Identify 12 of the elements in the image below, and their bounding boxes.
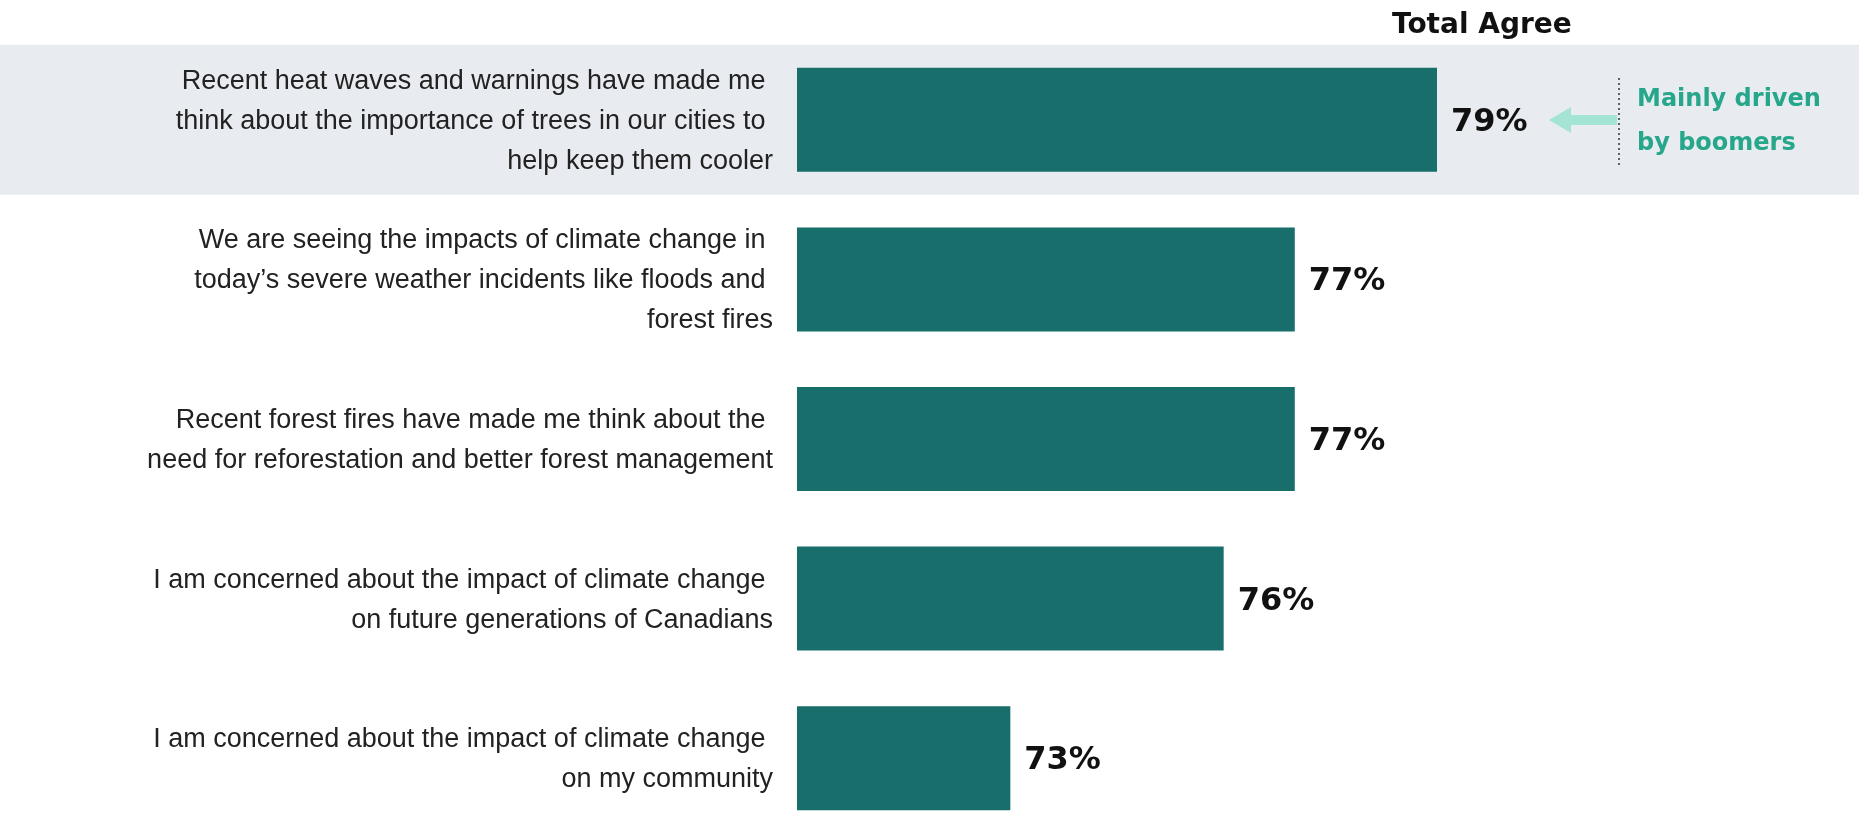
text: Mainly driven by boomers bbox=[1637, 82, 1822, 158]
y-tick-label: I am concerned about the impact of climate change on future generations of Canadians bbox=[153, 563, 773, 634]
chart-title: Total Agree bbox=[1392, 6, 1572, 40]
data-label: 79% bbox=[1451, 100, 1528, 139]
data-label: 76% bbox=[1237, 579, 1315, 618]
data-label: 77% bbox=[1308, 260, 1386, 299]
y-tick-label: Recent heat waves and warnings have made me think about the importance of trees in our cities to help keep them cooler bbox=[175, 64, 773, 175]
data-label: 77% bbox=[1308, 420, 1386, 458]
y-tick-label: We are seeing the impacts of climate change in today’s severe weather incidents like floods and forest fires bbox=[194, 224, 773, 335]
y-tick-label: I am concerned about the impact of climate change on my community bbox=[153, 723, 774, 794]
y-tick-label: Recent forest fires have made me think about the need for reforestation and better forest management bbox=[147, 404, 774, 474]
data-label: 73% bbox=[1024, 739, 1101, 778]
